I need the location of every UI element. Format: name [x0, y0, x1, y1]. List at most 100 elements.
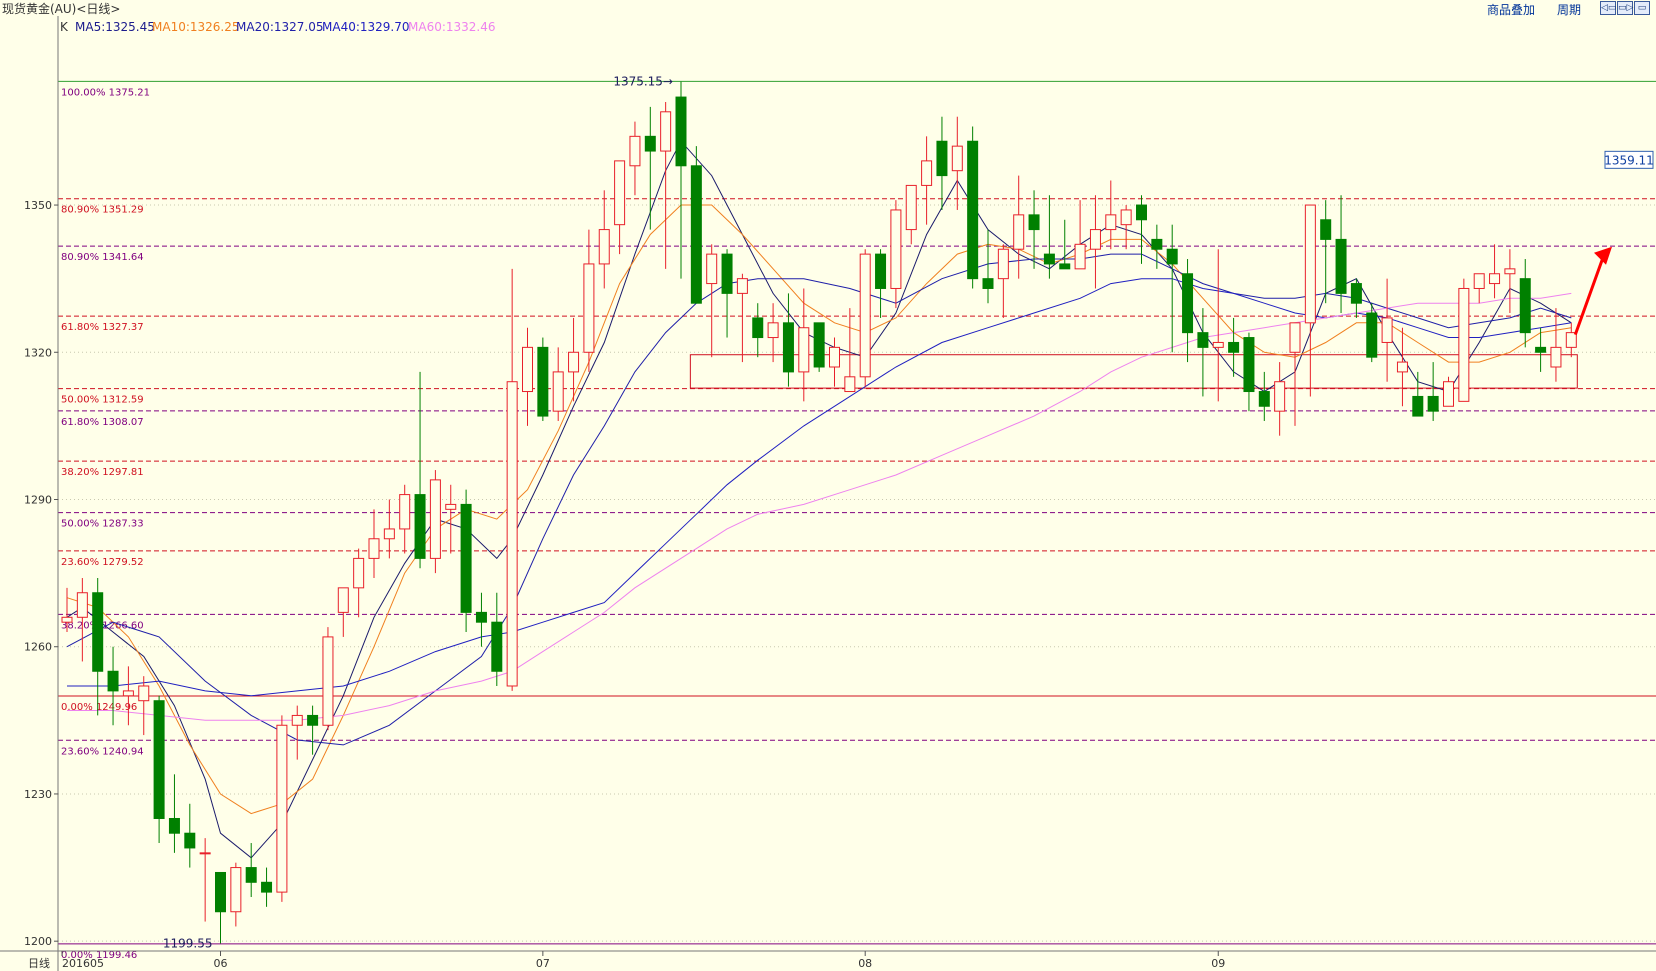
candle-up — [1289, 322, 1301, 353]
low-price-label: 1199.55 — [163, 936, 213, 950]
candle-down — [491, 621, 503, 672]
candle-down — [153, 700, 165, 819]
overlay-commodity-button[interactable]: 商品叠加 — [1487, 3, 1536, 17]
candle-up — [199, 852, 211, 855]
current-price-label: 1359.11 — [1604, 153, 1654, 167]
candle-down — [1182, 273, 1194, 334]
legend-k: K — [60, 20, 69, 34]
scroll-right-button[interactable]: ▭▷ — [1617, 1, 1634, 15]
x-tick-label: 06 — [214, 957, 228, 970]
candle-up — [1443, 381, 1454, 407]
ma60-line — [67, 292, 1572, 721]
candle-up — [1089, 229, 1101, 250]
candle-down — [1320, 219, 1332, 240]
high-price-label: 1375.15→ — [613, 75, 673, 89]
candle-up — [997, 248, 1009, 280]
candle-up — [583, 263, 595, 353]
ma-legend: K MA5:1325.45 MA10:1326.25 MA20:1327.05 … — [60, 20, 496, 34]
chart-area[interactable]: 100.00% 1375.21 80.90% 1351.29 80.90% 1341… — [0, 16, 1656, 971]
fib-label: 50.00% 1312.59 — [61, 395, 144, 406]
candles — [61, 81, 1577, 944]
candle-up — [1550, 346, 1562, 368]
candlestick-chart[interactable]: 100.00% 1375.21 80.90% 1351.29 80.90% 1341… — [0, 16, 1656, 971]
candle-down — [1335, 238, 1347, 294]
candle-down — [1151, 238, 1163, 250]
candle-down — [460, 503, 472, 613]
fib-label: 23.60% 1279.52 — [61, 557, 144, 568]
fibonacci-levels: 100.00% 1375.21 80.90% 1351.29 80.90% 1341… — [58, 80, 1656, 961]
fib-label: 23.60% 1240.94 — [61, 746, 144, 757]
y-tick-label: 1260 — [24, 641, 52, 654]
candle-down — [1427, 395, 1439, 412]
consolidation-range-box — [689, 354, 1578, 389]
candle-down — [215, 871, 226, 913]
candle-up — [1381, 317, 1393, 343]
candle-down — [782, 322, 794, 373]
candle-down — [1228, 341, 1240, 353]
maximize-button[interactable]: ▭ — [1634, 1, 1650, 15]
legend-ma20: MA20:1327.05 — [236, 20, 324, 34]
candle-down — [261, 881, 273, 893]
fib-label: 61.80% 1327.37 — [61, 322, 144, 333]
candle-down — [936, 140, 948, 177]
candle-down — [982, 278, 994, 289]
candle-up — [951, 145, 963, 172]
fib-label: 61.80% 1308.07 — [61, 417, 144, 428]
candle-up — [629, 135, 641, 167]
candle-up — [1105, 214, 1117, 231]
candle-up — [798, 327, 810, 373]
y-tick-label: 1350 — [24, 199, 52, 212]
candle-up — [1396, 361, 1408, 373]
legend-ma5: MA5:1325.45 — [75, 20, 155, 34]
candle-up — [1458, 287, 1470, 402]
candle-up — [1013, 214, 1025, 250]
candle-up — [291, 714, 303, 726]
candle-up — [353, 557, 365, 589]
price-marks: 1375.15→ 1199.55 1359.11 — [163, 75, 1654, 951]
candle-up — [1565, 332, 1577, 348]
candle-up — [890, 209, 902, 289]
candle-up — [138, 685, 150, 702]
legend-ma60: MA60:1332.46 — [408, 20, 496, 34]
ma40-line — [67, 278, 1572, 697]
trend-arrow-shaft — [1573, 254, 1606, 336]
x-tick-label: 201605 — [62, 957, 104, 970]
candle-up — [1473, 273, 1485, 289]
candle-down — [875, 253, 887, 289]
candle-up — [1120, 209, 1132, 226]
fib-label: 0.00% 1199.46 — [61, 950, 137, 961]
candle-up — [230, 867, 242, 913]
candle-down — [184, 832, 196, 849]
legend-ma40: MA40:1329.70 — [322, 20, 410, 34]
x-tick-label: 09 — [1211, 957, 1225, 970]
y-tick-label: 1200 — [24, 935, 52, 948]
candle-down — [752, 317, 764, 339]
y-tick-label: 1320 — [24, 346, 52, 359]
fib-label: 38.20% 1297.81 — [61, 467, 144, 478]
candle-up — [921, 160, 933, 186]
candle-up — [1304, 204, 1316, 324]
scroll-left-button[interactable]: ◁▭ — [1600, 1, 1617, 15]
legend-ma10: MA10:1326.25 — [152, 20, 240, 34]
candle-up — [598, 229, 610, 265]
period-button[interactable]: 周期 — [1557, 3, 1582, 17]
x-tick-label: 07 — [536, 957, 550, 970]
candle-up — [276, 724, 288, 893]
candle-down — [1350, 283, 1362, 304]
candle-down — [1258, 391, 1270, 407]
candle-up — [706, 253, 718, 285]
fib-label: 100.00% 1375.21 — [61, 87, 150, 98]
candle-down — [967, 140, 979, 280]
candle-up — [1274, 381, 1286, 412]
fib-label: 0.00% 1249.96 — [61, 702, 137, 713]
ma10-line — [66, 204, 1572, 815]
candle-down — [1197, 332, 1209, 348]
candle-up — [368, 538, 380, 559]
candle-up — [445, 503, 457, 510]
candle-up — [736, 278, 748, 294]
window-title: 现货黄金(AU)<日线> — [2, 2, 121, 16]
candle-down — [721, 253, 733, 294]
candle-down — [475, 611, 487, 623]
candle-up — [614, 160, 626, 226]
candle-up — [552, 371, 564, 412]
